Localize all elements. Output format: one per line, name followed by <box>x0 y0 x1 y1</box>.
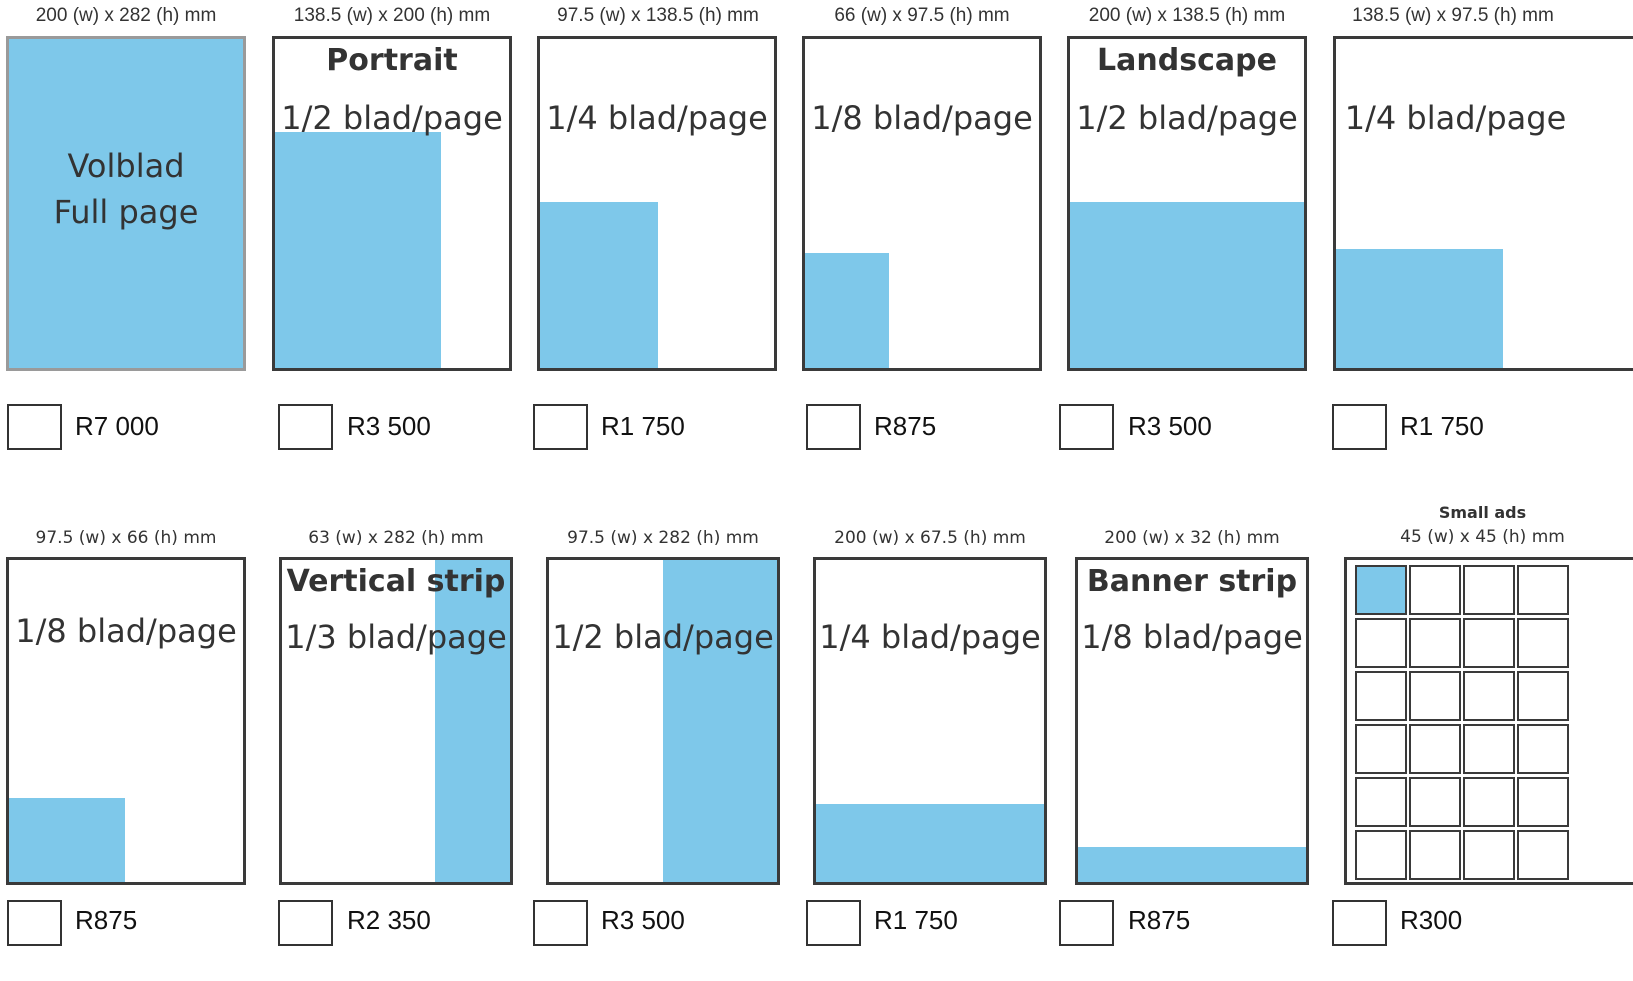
page-eighth-landscape: 1/8 blad/page <box>6 557 246 885</box>
small-ad-cell <box>1517 565 1569 615</box>
full-page-label-en: Full page <box>53 193 199 231</box>
small-ad-cell <box>1463 724 1515 774</box>
dims-half-vertical: 97.5 (w) x 282 (h) mm <box>567 528 759 548</box>
dims-quarter-landscape: 138.5 (w) x 97.5 (h) mm <box>1352 5 1554 26</box>
ad-area-vertical-strip <box>435 560 510 882</box>
price-quarter-landscape: R1 750 <box>1400 411 1484 441</box>
checkbox-full-page[interactable] <box>7 404 62 450</box>
ad-area-quarter-landscape <box>1336 249 1503 368</box>
checkbox-small-ads[interactable] <box>1332 900 1387 946</box>
small-ad-cell <box>1355 671 1407 721</box>
dims-portrait-half: 138.5 (w) x 200 (h) mm <box>293 5 491 26</box>
checkbox-half-vertical[interactable] <box>533 900 588 946</box>
price-small-ads: R300 <box>1400 905 1463 935</box>
full-page-label-nl: Volblad <box>67 147 185 185</box>
dims-quarter: 97.5 (w) x 138.5 (h) mm <box>557 5 759 26</box>
small-ad-cell <box>1409 618 1461 668</box>
small-ad-cell <box>1517 671 1569 721</box>
page-eighth: 1/8 blad/page <box>802 36 1042 371</box>
checkbox-vertical-strip[interactable] <box>278 900 333 946</box>
ad-area-half-vertical <box>663 560 777 882</box>
page-small-ads <box>1344 557 1633 885</box>
page-vertical-strip: Vertical strip 1/3 blad/page <box>279 557 513 885</box>
fraction-half-vertical: 1/2 blad/page <box>552 618 774 656</box>
dims-eighth: 66 (w) x 97.5 (h) mm <box>834 5 1010 26</box>
ad-area-quarter <box>540 202 658 368</box>
fraction-landscape-half: 1/2 blad/page <box>1076 99 1298 137</box>
fraction-quarter-landscape: 1/4 blad/page <box>1344 99 1567 137</box>
small-ad-cell <box>1355 777 1407 827</box>
title-landscape: Landscape <box>1097 43 1277 78</box>
fraction-quarter-strip: 1/4 blad/page <box>819 618 1041 656</box>
small-ad-cell <box>1409 724 1461 774</box>
fraction-eighth: 1/8 blad/page <box>811 99 1033 137</box>
small-ad-cell <box>1409 565 1461 615</box>
ad-area-eighth <box>805 253 889 368</box>
small-ad-cell <box>1409 830 1461 880</box>
ad-area-portrait-half <box>275 132 441 368</box>
fraction-quarter: 1/4 blad/page <box>546 99 768 137</box>
checkbox-quarter-strip[interactable] <box>806 900 861 946</box>
fraction-portrait-half: 1/2 blad/page <box>281 99 503 137</box>
price-eighth: R875 <box>874 411 937 441</box>
price-banner-strip: R875 <box>1128 905 1191 935</box>
small-ad-cell <box>1355 724 1407 774</box>
dims-small-ads: 45 (w) x 45 (h) mm <box>1400 527 1565 547</box>
price-full-page: R7 000 <box>75 411 159 441</box>
page-full: Volblad Full page <box>6 36 246 371</box>
fraction-eighth-landscape: 1/8 blad/page <box>15 612 237 650</box>
price-portrait-half: R3 500 <box>347 411 431 441</box>
small-ad-cell <box>1517 777 1569 827</box>
small-ad-cell-selected <box>1355 565 1407 615</box>
small-ad-cell <box>1517 724 1569 774</box>
checkbox-eighth[interactable] <box>806 404 861 450</box>
small-ad-cell <box>1463 671 1515 721</box>
price-vertical-strip: R2 350 <box>347 905 431 935</box>
small-ad-cell <box>1463 830 1515 880</box>
title-banner-strip: Banner strip <box>1086 564 1298 599</box>
page-half-vertical: 1/2 blad/page <box>546 557 780 885</box>
checkbox-quarter-landscape[interactable] <box>1332 404 1387 450</box>
checkbox-banner-strip[interactable] <box>1059 900 1114 946</box>
fraction-vertical-strip: 1/3 blad/page <box>285 618 507 656</box>
dims-banner-strip: 200 (w) x 32 (h) mm <box>1104 528 1280 548</box>
checkbox-eighth-landscape[interactable] <box>7 900 62 946</box>
fraction-banner-strip: 1/8 blad/page <box>1081 618 1303 656</box>
checkbox-quarter[interactable] <box>533 404 588 450</box>
title-portrait: Portrait <box>326 43 458 78</box>
small-ad-cell <box>1463 618 1515 668</box>
page-quarter-strip: 1/4 blad/page <box>813 557 1047 885</box>
small-ad-cell <box>1409 671 1461 721</box>
ad-area-landscape-half <box>1070 202 1304 368</box>
dims-vertical-strip: 63 (w) x 282 (h) mm <box>308 528 484 548</box>
ad-area-eighth-landscape <box>9 798 125 882</box>
small-ad-cell <box>1463 777 1515 827</box>
small-ad-cell <box>1517 830 1569 880</box>
checkbox-landscape-half[interactable] <box>1059 404 1114 450</box>
small-ad-cell <box>1409 777 1461 827</box>
page-quarter-landscape: 1/4 blad/page <box>1333 36 1633 371</box>
page-portrait-half: Portrait 1/2 blad/page <box>272 36 512 371</box>
price-quarter-strip: R1 750 <box>874 905 958 935</box>
price-landscape-half: R3 500 <box>1128 411 1212 441</box>
dims-quarter-strip: 200 (w) x 67.5 (h) mm <box>834 528 1026 548</box>
small-ad-cell <box>1517 618 1569 668</box>
dims-full-page: 200 (w) x 282 (h) mm <box>35 5 217 26</box>
price-half-vertical: R3 500 <box>601 905 685 935</box>
ad-area-banner-strip <box>1078 847 1306 882</box>
dims-landscape-half: 200 (w) x 138.5 (h) mm <box>1088 5 1286 26</box>
checkbox-portrait-half[interactable] <box>278 404 333 450</box>
title-vertical-strip: Vertical strip <box>286 564 506 599</box>
price-quarter: R1 750 <box>601 411 685 441</box>
page-banner-strip: Banner strip 1/8 blad/page <box>1075 557 1309 885</box>
price-eighth-landscape: R875 <box>75 905 138 935</box>
page-landscape-half: Landscape 1/2 blad/page <box>1067 36 1307 371</box>
title-small-ads: Small ads <box>1438 503 1527 522</box>
small-ad-cell <box>1355 830 1407 880</box>
page-quarter: 1/4 blad/page <box>537 36 777 371</box>
dims-eighth-landscape: 97.5 (w) x 66 (h) mm <box>35 528 217 548</box>
small-ad-cell <box>1355 618 1407 668</box>
ad-area-quarter-strip <box>816 804 1044 882</box>
small-ad-cell <box>1463 565 1515 615</box>
